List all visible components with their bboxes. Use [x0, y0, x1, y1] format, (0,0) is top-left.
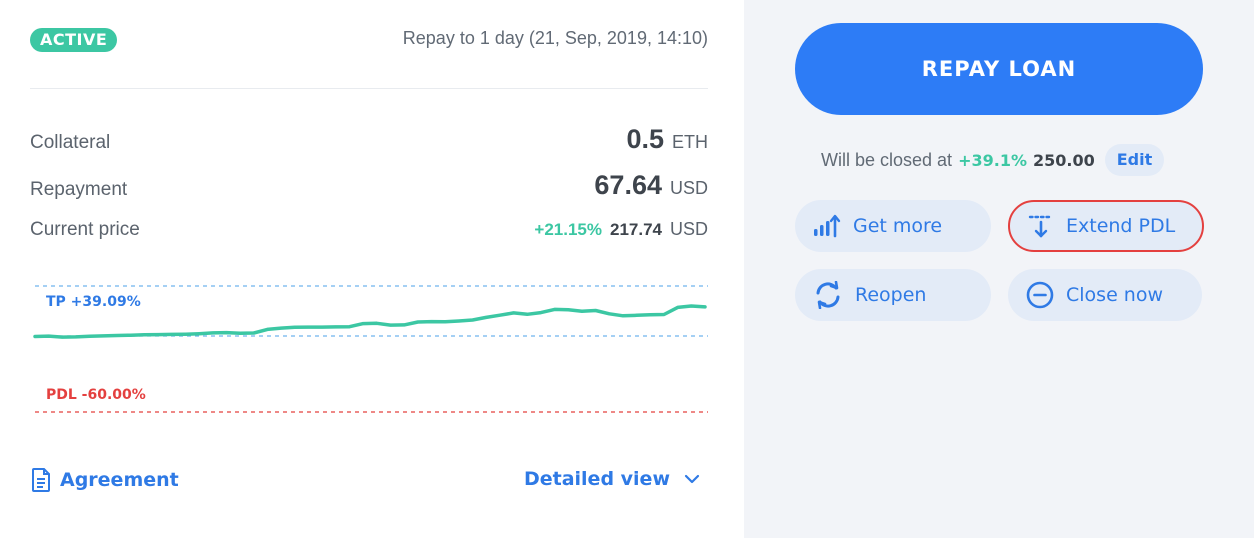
reopen-label: Reopen	[855, 284, 927, 306]
price-line-series	[33, 304, 707, 339]
get-more-button[interactable]: Get more	[795, 200, 991, 252]
minus-circle-icon	[1026, 281, 1054, 309]
close-info-price: 250.00	[1032, 150, 1095, 170]
arrow-down-to-line-icon	[1028, 215, 1054, 238]
collateral-unit: ETH	[672, 132, 708, 152]
repayment-value: 67.64 USD	[594, 170, 708, 201]
chevron-down-icon	[684, 474, 700, 484]
repay-due-text: Repay to 1 day (21, Sep, 2019, 14:10)	[402, 28, 708, 48]
get-more-label: Get more	[853, 215, 943, 237]
collateral-value: 0.5 ETH	[626, 124, 708, 155]
current-price-label: Current price	[30, 219, 140, 240]
refresh-icon	[816, 281, 840, 309]
price-change: +21.15%	[534, 220, 602, 239]
repayment-amount: 67.64	[594, 170, 662, 200]
extend-pdl-label: Extend PDL	[1066, 215, 1176, 237]
collateral-label: Collateral	[30, 132, 111, 153]
agreement-label: Agreement	[60, 469, 179, 491]
price-unit: USD	[669, 219, 708, 239]
repay-loan-button[interactable]: REPAY LOAN	[795, 23, 1203, 115]
pdl-label: PDL -60.00%	[46, 387, 146, 403]
repayment-unit: USD	[669, 178, 708, 198]
current-price-value: +21.15% 217.74 USD	[534, 219, 708, 240]
close-info-prefix: Will be closed at	[821, 149, 953, 170]
agreement-link[interactable]: Agreement	[30, 468, 179, 492]
detailed-view-toggle[interactable]: Detailed view	[524, 468, 700, 490]
status-badge: ACTIVE	[30, 28, 118, 52]
repayment-label: Repayment	[30, 179, 128, 200]
reopen-button[interactable]: Reopen	[795, 269, 991, 321]
close-now-button[interactable]: Close now	[1008, 269, 1202, 321]
collateral-amount: 0.5	[626, 124, 664, 154]
price-chart-svg	[33, 285, 708, 413]
bar-chart-up-icon	[814, 214, 841, 238]
auto-close-info: Will be closed at +39.1% 250.00 Edit	[821, 144, 1165, 176]
close-now-label: Close now	[1066, 284, 1164, 306]
loan-details-panel: ACTIVE Repay to 1 day (21, Sep, 2019, 14…	[30, 28, 710, 492]
close-info-pct: +39.1%	[958, 150, 1027, 170]
divider	[30, 88, 708, 89]
detailed-view-label: Detailed view	[523, 468, 670, 490]
edit-button[interactable]: Edit	[1104, 144, 1165, 176]
tp-label: TP +39.09%	[46, 294, 141, 310]
document-icon	[32, 468, 50, 492]
price-amount: 217.74	[609, 220, 662, 239]
price-chart: TP +39.09% PDL -60.00%	[30, 276, 710, 421]
extend-pdl-button[interactable]: Extend PDL	[1008, 200, 1204, 252]
